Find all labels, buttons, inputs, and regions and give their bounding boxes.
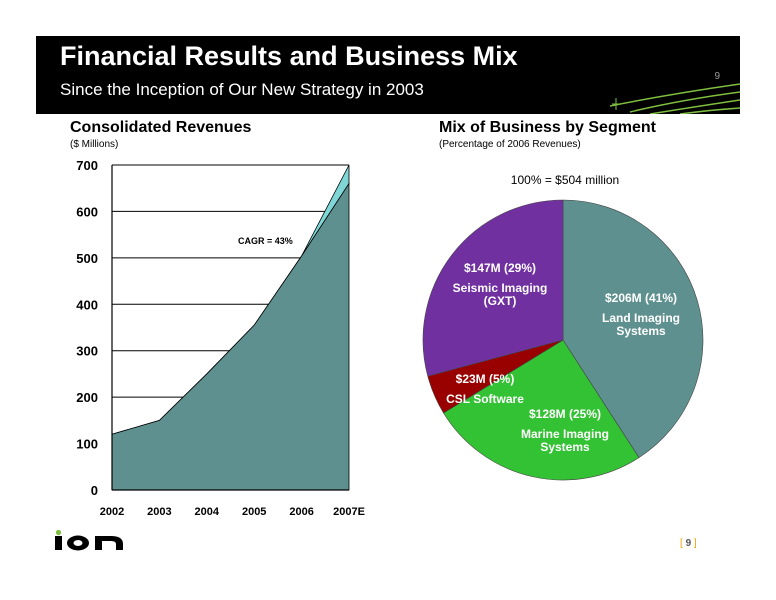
- slide-number: 9: [714, 71, 720, 82]
- segment-chart-subtitle: (Percentage of 2006 Revenues): [439, 139, 581, 150]
- revenue-area-series: [111, 182, 350, 491]
- ion-logo: [55, 530, 123, 551]
- slice-name-label: Seismic Imaging: [453, 281, 548, 295]
- slice-name-label: CSL Software: [446, 392, 524, 406]
- slice-name-label: (GXT): [484, 294, 517, 308]
- y-tick-label: 300: [76, 344, 98, 359]
- field-decoration-icon: [610, 83, 740, 114]
- x-tick-label: 2002: [100, 506, 124, 518]
- x-tick-label: 2007E: [333, 506, 365, 518]
- pie-slice: [422, 199, 564, 377]
- slice-value-label: $147M (29%): [464, 261, 536, 275]
- y-tick-label: 100: [76, 437, 98, 452]
- pie-slice-label: $23M (5%) CSL Software: [446, 372, 524, 406]
- y-tick-label: 700: [76, 158, 98, 173]
- slice-name-label: Land Imaging: [602, 311, 680, 325]
- slice-name-label: Systems: [616, 324, 666, 338]
- slice-value-label: $128M (25%): [529, 407, 601, 421]
- segment-chart-title: Mix of Business by Segment: [439, 119, 656, 136]
- slide-title: Financial Results and Business Mix: [60, 41, 518, 71]
- slice-value-label: $206M (41%): [605, 291, 677, 305]
- page-number: [ 9 ]: [680, 538, 697, 549]
- cagr-annotation: CAGR = 43%: [238, 236, 293, 246]
- slice-value-label: $23M (5%): [456, 372, 515, 386]
- y-tick-label: 600: [76, 204, 98, 219]
- revenue-chart-subtitle: ($ Millions): [70, 139, 119, 150]
- x-tick-label: 2004: [195, 506, 220, 518]
- slide-subtitle: Since the Inception of Our New Strategy …: [60, 80, 424, 99]
- pie-slice: [443, 339, 640, 481]
- x-tick-label: 2006: [289, 506, 313, 518]
- revenue-chart-title: Consolidated Revenues: [70, 119, 252, 136]
- y-tick-label: 400: [76, 297, 98, 312]
- x-tick-label: 2003: [147, 506, 171, 518]
- slide-header: Financial Results and Business Mix Since…: [36, 36, 740, 114]
- pie-slice-label: $147M (29%) Seismic Imaging(GXT): [453, 261, 548, 308]
- slice-name-label: Marine Imaging: [521, 427, 609, 441]
- slice-name-label: Systems: [540, 440, 590, 454]
- y-tick-label: 200: [76, 390, 98, 405]
- y-tick-label: 0: [91, 483, 98, 498]
- x-tick-label: 2005: [242, 506, 266, 518]
- pie-slice: [562, 199, 704, 459]
- y-tick-label: 500: [76, 251, 98, 266]
- segment-total-label: 100% = $504 million: [510, 173, 620, 187]
